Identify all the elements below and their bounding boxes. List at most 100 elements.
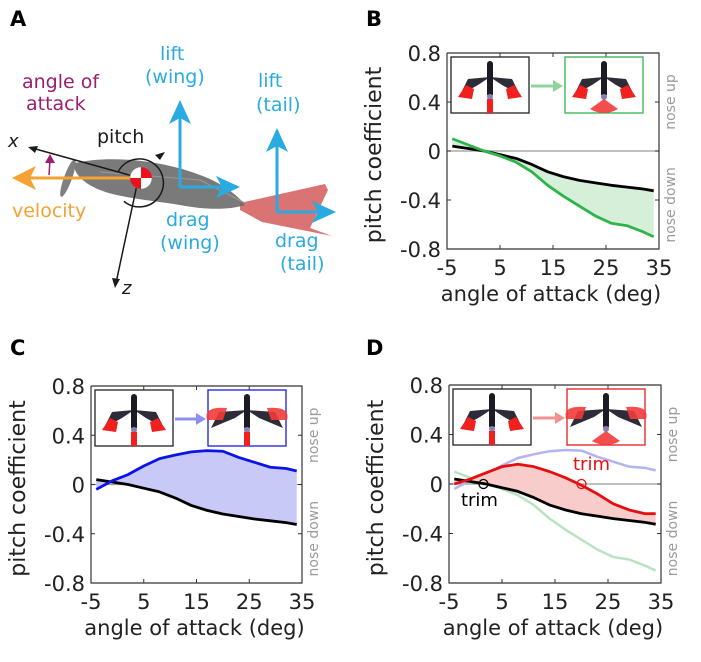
x-tick-label: -5	[439, 590, 460, 614]
lift-wing-label-line1: lift	[160, 43, 184, 65]
bird-body	[603, 393, 609, 429]
bird-icon-baseline	[460, 393, 524, 445]
z-axis-line	[115, 179, 139, 284]
panel-a-diagram: x z velocity angle of attack pitch lift …	[7, 43, 336, 299]
panel-label-c: C	[10, 336, 25, 360]
aoa-label-line1: angle of	[22, 71, 100, 93]
trim-point-marker	[576, 478, 587, 490]
y-axis-label: pitch coefficient	[362, 66, 387, 243]
lift-wing-arrowhead	[169, 100, 191, 124]
y-tick-label: 0.8	[52, 375, 85, 399]
bird-hip	[603, 426, 609, 432]
drag-wing-label-line1: drag	[166, 209, 210, 231]
x-axis-label: x	[7, 131, 19, 152]
lift-tail-label-line1: lift	[258, 70, 282, 92]
y-tick-label: 0.4	[410, 424, 443, 448]
inset-arrowhead	[553, 80, 563, 92]
fill-between-area	[454, 464, 656, 525]
drag-wing-label-line2: (wing)	[160, 232, 220, 254]
series-line-wing-spread	[95, 449, 298, 491]
nose-up-label: nose up	[306, 407, 322, 463]
bird-right-wingtip	[150, 418, 166, 432]
x-axis-label: angle of attack (deg)	[84, 616, 304, 640]
bird-right-wingtip	[626, 406, 647, 419]
bird-right-wingtip	[508, 417, 524, 431]
drag-tail-label-line1: drag	[275, 230, 319, 252]
series-line-tail-spread	[451, 137, 655, 239]
trim-label: trim	[461, 490, 498, 511]
bird-body	[489, 393, 495, 429]
bird-tail	[131, 432, 137, 446]
x-axis-label: angle of attack (deg)	[443, 616, 663, 640]
x-tick-label: 35	[648, 590, 675, 614]
x-tick-label: 25	[236, 590, 263, 614]
y-tick-label: 0	[428, 140, 441, 164]
bird-left-wingtip	[460, 417, 476, 431]
bird-icon-config	[565, 393, 647, 445]
y-tick-label: -0.8	[400, 238, 441, 262]
center-of-gravity-icon	[129, 166, 153, 190]
x-tick-label: 15	[542, 590, 569, 614]
bird-left-wingtip	[565, 406, 586, 419]
y-tick-label: 0.4	[52, 424, 85, 448]
trim-label: trim	[573, 454, 610, 475]
tail-shape	[240, 184, 332, 236]
y-axis-label: pitch coefficient	[6, 400, 31, 577]
bird-left-wingtip	[206, 407, 227, 420]
series-line-baseline	[96, 478, 297, 526]
trim-point-marker	[478, 478, 489, 490]
bird-tail	[244, 432, 250, 446]
aoa-arrowhead	[45, 154, 55, 163]
panel-label-d: D	[366, 336, 383, 360]
x-tick-label: 25	[595, 590, 622, 614]
panel-c-chart: -5 5 15 25 35 0.8 0.4 0 -0.4 -0.8 angle of attack …	[6, 375, 322, 640]
x-tick-label: 35	[646, 256, 673, 280]
bird-right-wingtip	[506, 85, 522, 99]
drag-tail-arrowhead	[312, 201, 336, 223]
bird-icon-config	[572, 61, 636, 113]
bird-right-wingtip	[267, 407, 288, 420]
y-tick-label: 0	[430, 473, 443, 497]
velocity-label: velocity	[12, 200, 86, 222]
bird-body	[131, 394, 137, 430]
panel-label-b: B	[366, 7, 382, 31]
y-tick-label: -0.4	[44, 523, 85, 547]
velocity-arrowhead	[12, 166, 36, 190]
z-axis-label: z	[121, 278, 132, 299]
x-tick-label: 15	[540, 256, 567, 280]
pitch-label: pitch	[97, 126, 144, 148]
bird-right-wingtip	[620, 85, 636, 99]
x-axis-label: angle of attack (deg)	[441, 282, 661, 306]
x-tick-label: -5	[81, 590, 102, 614]
inset-arrowhead	[196, 413, 206, 425]
drag-tail-label-line2: (tail)	[280, 253, 324, 275]
series-line-baseline	[454, 477, 656, 526]
x-tick-label: 35	[289, 590, 316, 614]
y-tick-label: -0.8	[402, 572, 443, 596]
lift-wing-label-line2: (wing)	[145, 66, 205, 88]
y-tick-label: 0.8	[410, 374, 443, 398]
bird-left-wingtip	[458, 85, 474, 99]
x-tick-label: 15	[183, 590, 210, 614]
bird-left-wingtip	[102, 418, 118, 432]
x-axis-arrowhead	[28, 146, 38, 153]
y-tick-label: 0.8	[408, 42, 441, 66]
drag-wing-arrowhead	[216, 176, 240, 198]
y-axis-label: pitch coefficient	[364, 399, 389, 576]
pitch-arrowhead	[155, 152, 165, 160]
bird-icon-config	[206, 394, 288, 446]
x-tick-label: 5	[495, 590, 508, 614]
bird-body	[601, 61, 607, 97]
bird-body	[244, 394, 250, 430]
z-axis-arrowhead	[112, 278, 120, 288]
inset-arrowhead	[555, 412, 565, 424]
bird-tail	[487, 99, 493, 113]
bird-hip	[131, 427, 137, 433]
lift-tail-label-line2: (tail)	[256, 94, 300, 116]
lift-tail-arrowhead	[266, 128, 288, 152]
bird-tail	[592, 431, 620, 445]
y-tick-label: -0.4	[400, 189, 441, 213]
